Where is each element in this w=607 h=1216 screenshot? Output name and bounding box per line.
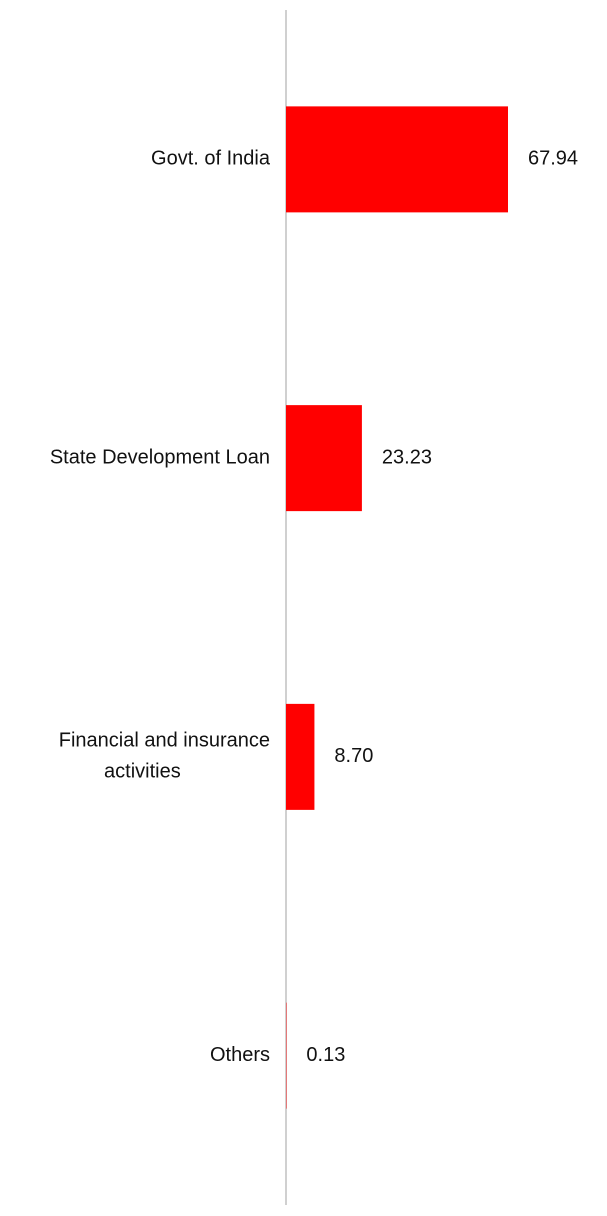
bar	[286, 703, 315, 810]
value-label: 23.23	[382, 446, 432, 468]
bar	[286, 106, 508, 213]
category-label: Financial and insurance activities	[59, 730, 270, 783]
value-label: 67.94	[528, 148, 578, 170]
value-label: 0.13	[306, 1044, 345, 1066]
category-label-line: activities	[104, 761, 181, 783]
value-label: 8.70	[334, 745, 373, 767]
category-label: State Development Loan	[50, 446, 270, 468]
category-label: Others	[210, 1044, 270, 1066]
category-label-line: Financial and insurance	[59, 730, 270, 752]
category-label: Govt. of India	[151, 148, 271, 170]
bar	[286, 405, 362, 512]
